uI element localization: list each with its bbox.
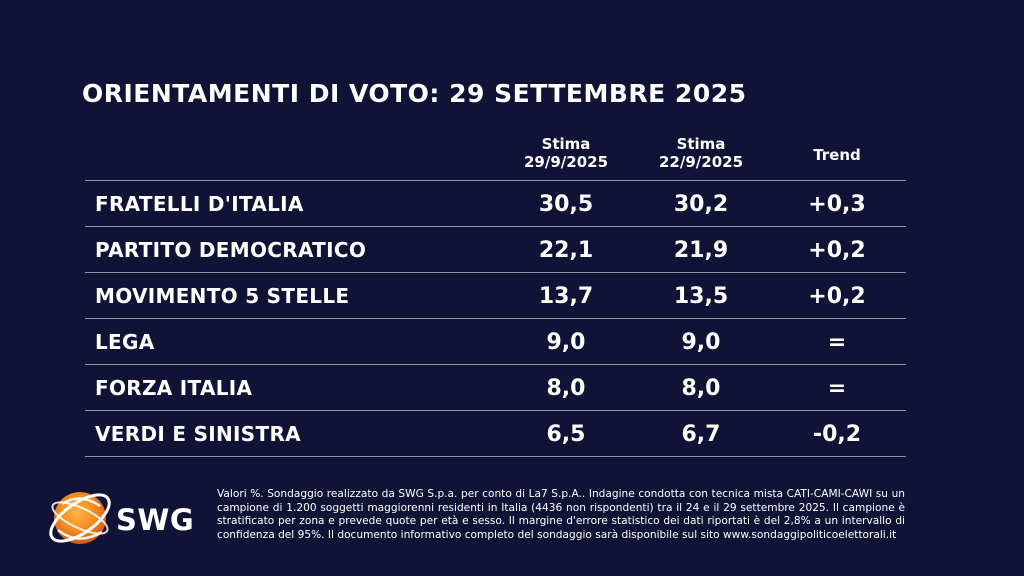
party-name: FORZA ITALIA xyxy=(95,376,253,400)
column-header-previous-label: Stima xyxy=(676,135,726,153)
previous-estimate: 13,5 xyxy=(673,284,729,309)
trend-value: +0,2 xyxy=(808,238,866,263)
trend-value: = xyxy=(827,376,847,401)
trend-value: = xyxy=(827,330,847,355)
table-row: FRATELLI D'ITALIA 30,5 30,2 +0,3 xyxy=(85,180,906,226)
party-name: LEGA xyxy=(95,330,155,354)
current-estimate: 30,5 xyxy=(538,192,594,217)
trend-value: -0,2 xyxy=(812,422,862,447)
current-estimate: 8,0 xyxy=(546,376,586,401)
party-name: MOVIMENTO 5 STELLE xyxy=(95,284,350,308)
methodology-note: Valori %. Sondaggio realizzato da SWG S.… xyxy=(217,488,905,541)
column-header-current-date: 29/9/2025 xyxy=(523,153,609,171)
previous-estimate: 21,9 xyxy=(673,238,729,263)
party-name: FRATELLI D'ITALIA xyxy=(95,192,304,216)
table-row: FORZA ITALIA 8,0 8,0 = xyxy=(85,364,906,410)
column-header-previous: Stima 22/9/2025 xyxy=(641,135,761,171)
current-estimate: 9,0 xyxy=(546,330,586,355)
current-estimate: 22,1 xyxy=(538,238,594,263)
party-name: VERDI E SINISTRA xyxy=(95,422,301,446)
results-table: FRATELLI D'ITALIA 30,5 30,2 +0,3 PARTITO… xyxy=(85,180,906,457)
table-row: PARTITO DEMOCRATICO 22,1 21,9 +0,2 xyxy=(85,226,906,272)
table-row: MOVIMENTO 5 STELLE 13,7 13,5 +0,2 xyxy=(85,272,906,318)
party-name: PARTITO DEMOCRATICO xyxy=(95,238,367,262)
previous-estimate: 6,7 xyxy=(681,422,721,447)
table-row: LEGA 9,0 9,0 = xyxy=(85,318,906,364)
swg-logo-icon xyxy=(49,492,111,544)
column-header-current: Stima 29/9/2025 xyxy=(506,135,626,171)
column-header-previous-date: 22/9/2025 xyxy=(658,153,744,171)
current-estimate: 6,5 xyxy=(546,422,586,447)
swg-logo-text: SWG xyxy=(116,503,195,537)
page-title: ORIENTAMENTI DI VOTO: 29 SETTEMBRE 2025 xyxy=(82,79,747,108)
previous-estimate: 30,2 xyxy=(673,192,729,217)
trend-value: +0,2 xyxy=(808,284,866,309)
trend-value: +0,3 xyxy=(808,192,866,217)
previous-estimate: 9,0 xyxy=(681,330,721,355)
column-header-trend: Trend xyxy=(813,146,861,164)
current-estimate: 13,7 xyxy=(538,284,594,309)
previous-estimate: 8,0 xyxy=(681,376,721,401)
column-header-current-label: Stima xyxy=(541,135,591,153)
table-row: VERDI E SINISTRA 6,5 6,7 -0,2 xyxy=(85,410,906,457)
